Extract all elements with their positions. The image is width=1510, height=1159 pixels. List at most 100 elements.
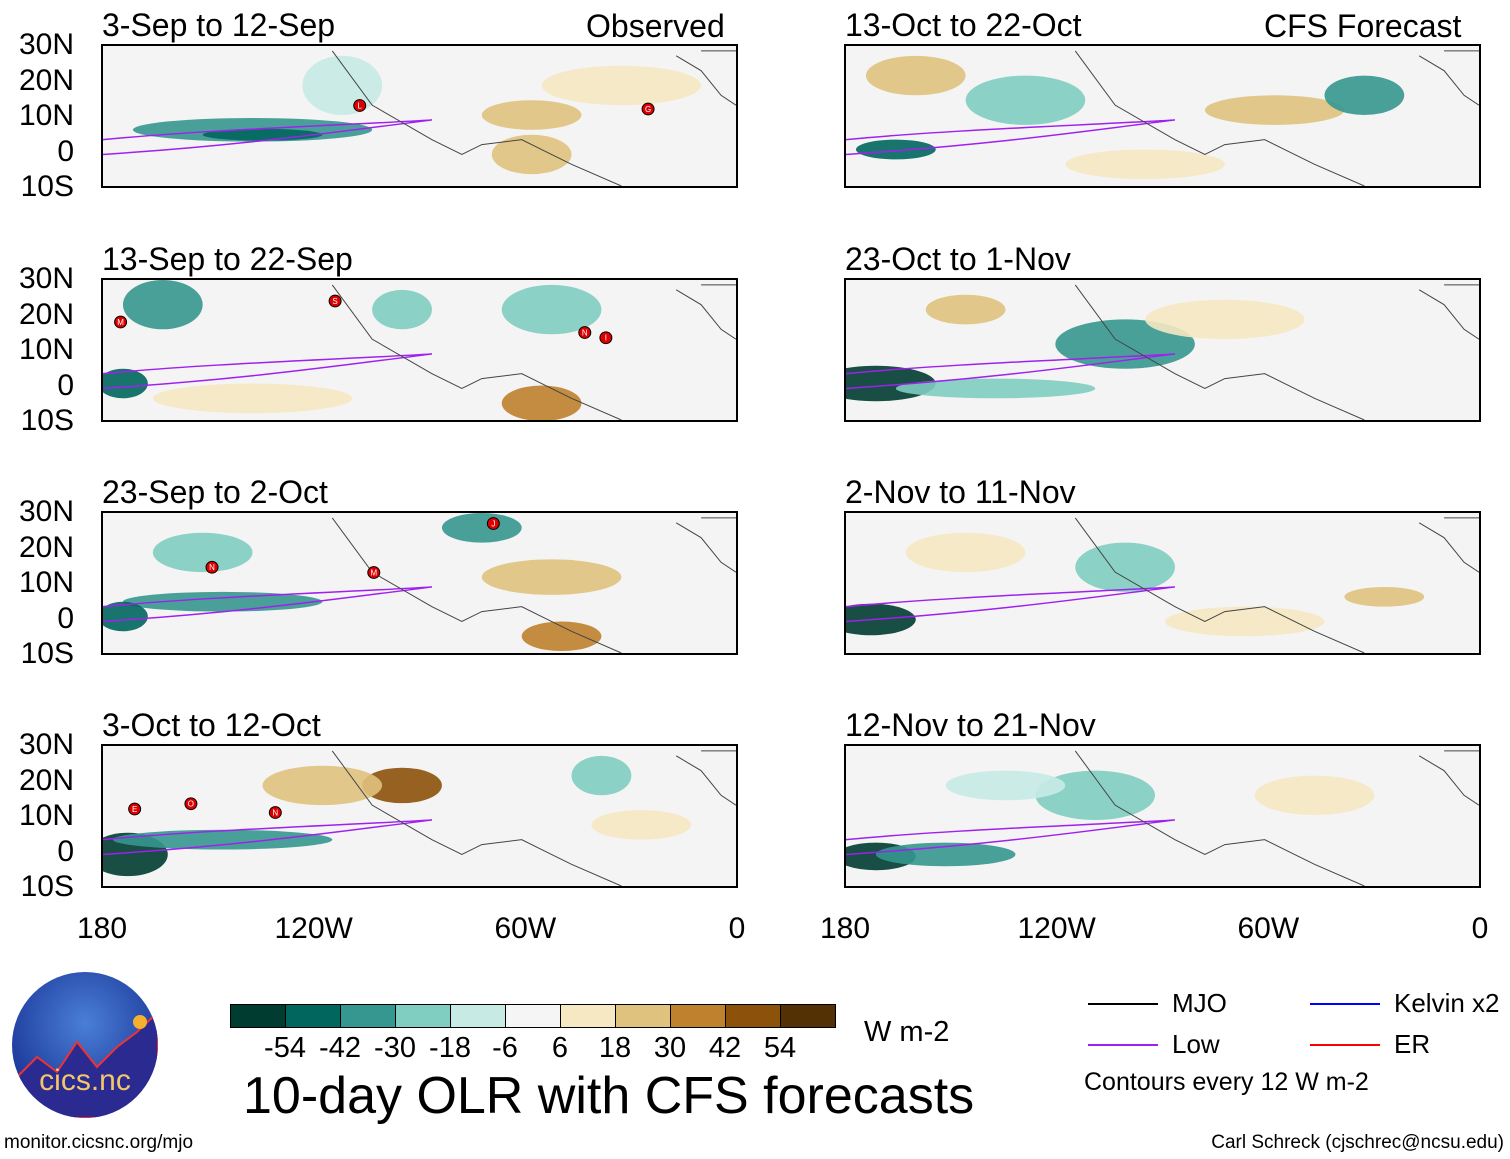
lat-tick-label: 20N	[18, 763, 74, 797]
low-contour	[103, 586, 433, 623]
tropical-cyclone-marker: J	[486, 517, 500, 530]
olr-anomaly-region	[491, 134, 572, 175]
colorbar-swatch	[670, 1004, 726, 1028]
coastline	[1418, 284, 1479, 340]
storm-id: J	[491, 519, 495, 528]
lat-tick-label: 20N	[18, 297, 74, 331]
cics-logo: cics.nc	[12, 972, 158, 1118]
storm-id: N	[272, 808, 278, 817]
lon-tick-label: 60W	[1237, 912, 1300, 945]
storm-id: L	[358, 101, 363, 110]
panel-title: 23-Sep to 2-Oct	[102, 474, 328, 510]
olr-anomaly-region	[103, 368, 148, 399]
low-contour	[846, 586, 1176, 623]
colorbar-label: -30	[374, 1032, 416, 1064]
storm-id: N	[582, 328, 588, 337]
colorbar-swatch	[780, 1004, 836, 1028]
url-text: monitor.cicsnc.org/mjo	[4, 1132, 194, 1153]
coastline	[1074, 750, 1365, 886]
olr-anomaly-region	[865, 55, 966, 96]
lat-tick-label: 10S	[20, 870, 74, 903]
lon-tick-label: 180	[76, 912, 128, 945]
low-contour	[103, 119, 433, 156]
colorbar-swatch	[505, 1004, 561, 1028]
coastline	[331, 50, 622, 186]
tropical-cyclone-marker: M	[367, 566, 381, 579]
lat-tick-label: 20N	[18, 530, 74, 564]
colorbar-label: -42	[319, 1032, 361, 1064]
lat-tick-label: 10N	[18, 799, 74, 832]
tropical-cyclone-marker: E	[128, 802, 142, 816]
lat-tick-label: 30N	[18, 495, 74, 528]
olr-anomaly-region	[1065, 149, 1225, 180]
olr-anomaly-region	[481, 559, 622, 595]
coastline	[1418, 750, 1479, 806]
mountain-icon	[12, 1010, 158, 1118]
lat-tick-label: 30N	[18, 28, 74, 61]
legend-line	[1310, 1003, 1380, 1005]
figure-title: 10-day OLR with CFS forecasts	[243, 1067, 975, 1125]
colorbar-label: 42	[708, 1032, 742, 1064]
lon-tick-label: 60W	[494, 912, 557, 945]
colorbar-swatch	[725, 1004, 781, 1028]
olr-map-panel: J N M	[101, 511, 738, 655]
olr-map-panel	[844, 278, 1481, 422]
lat-tick-label: 10N	[18, 333, 74, 366]
olr-anomaly-region	[501, 284, 602, 335]
legend-label: MJO	[1172, 988, 1227, 1018]
olr-anomaly-region	[541, 65, 702, 106]
tropical-cyclone-marker: I	[599, 331, 613, 345]
tropical-cyclone-marker: N	[578, 326, 592, 339]
logo-text: cics.nc	[39, 1064, 131, 1097]
olr-anomaly-region	[905, 532, 1026, 573]
colorbar-label: 54	[763, 1032, 797, 1064]
olr-anomaly-region	[1075, 542, 1175, 592]
coastline	[1074, 284, 1365, 420]
panel-title: 13-Oct to 22-Oct	[845, 7, 1082, 43]
lon-tick-label: 0	[728, 912, 746, 945]
forecast-label: CFS Forecast	[1264, 8, 1462, 44]
lat-tick-label: 0	[57, 834, 74, 868]
lat-tick-label: 0	[57, 368, 74, 402]
lon-tick-label: 120W	[274, 912, 353, 945]
olr-anomaly-region	[1035, 770, 1156, 820]
storm-id: M	[370, 568, 377, 577]
olr-anomaly-region	[1204, 95, 1345, 125]
coastline	[331, 750, 622, 886]
olr-anomaly-region	[152, 383, 353, 414]
panel-title: 12-Nov to 21-Nov	[845, 707, 1096, 743]
storm-id: O	[188, 800, 194, 809]
coastline	[331, 284, 622, 420]
coastline	[1418, 517, 1479, 573]
low-contour	[846, 353, 1176, 390]
olr-anomaly-region	[925, 294, 1006, 325]
colorbar-label: -54	[264, 1032, 306, 1064]
olr-anomaly-region	[1344, 586, 1425, 607]
olr-map-panel	[844, 511, 1481, 655]
olr-anomaly-region	[372, 289, 432, 330]
panel-title: 3-Sep to 12-Sep	[102, 7, 336, 43]
lon-tick-label: 180	[819, 912, 871, 945]
legend-line	[1088, 1003, 1158, 1005]
panel-title: 23-Oct to 1-Nov	[845, 241, 1071, 277]
colorbar-swatch	[285, 1004, 341, 1028]
olr-anomaly-region	[1145, 299, 1305, 340]
olr-anomaly-region	[1254, 775, 1375, 816]
olr-anomaly-region	[103, 601, 148, 632]
olr-anomaly-region	[875, 842, 1016, 867]
storm-id: E	[132, 805, 137, 814]
lon-tick-label: 0	[1471, 912, 1489, 945]
coastline	[675, 284, 736, 340]
storm-id: G	[645, 105, 651, 114]
lat-tick-label: 10S	[20, 637, 74, 670]
olr-anomaly-region	[965, 75, 1086, 125]
storm-id: S	[332, 297, 337, 306]
lat-tick-label: 30N	[18, 728, 74, 761]
olr-anomaly-region	[855, 139, 936, 160]
panel-title: 2-Nov to 11-Nov	[845, 474, 1076, 510]
coastline	[1418, 50, 1479, 106]
legend-label: ER	[1394, 1029, 1431, 1059]
coastline	[331, 517, 622, 653]
